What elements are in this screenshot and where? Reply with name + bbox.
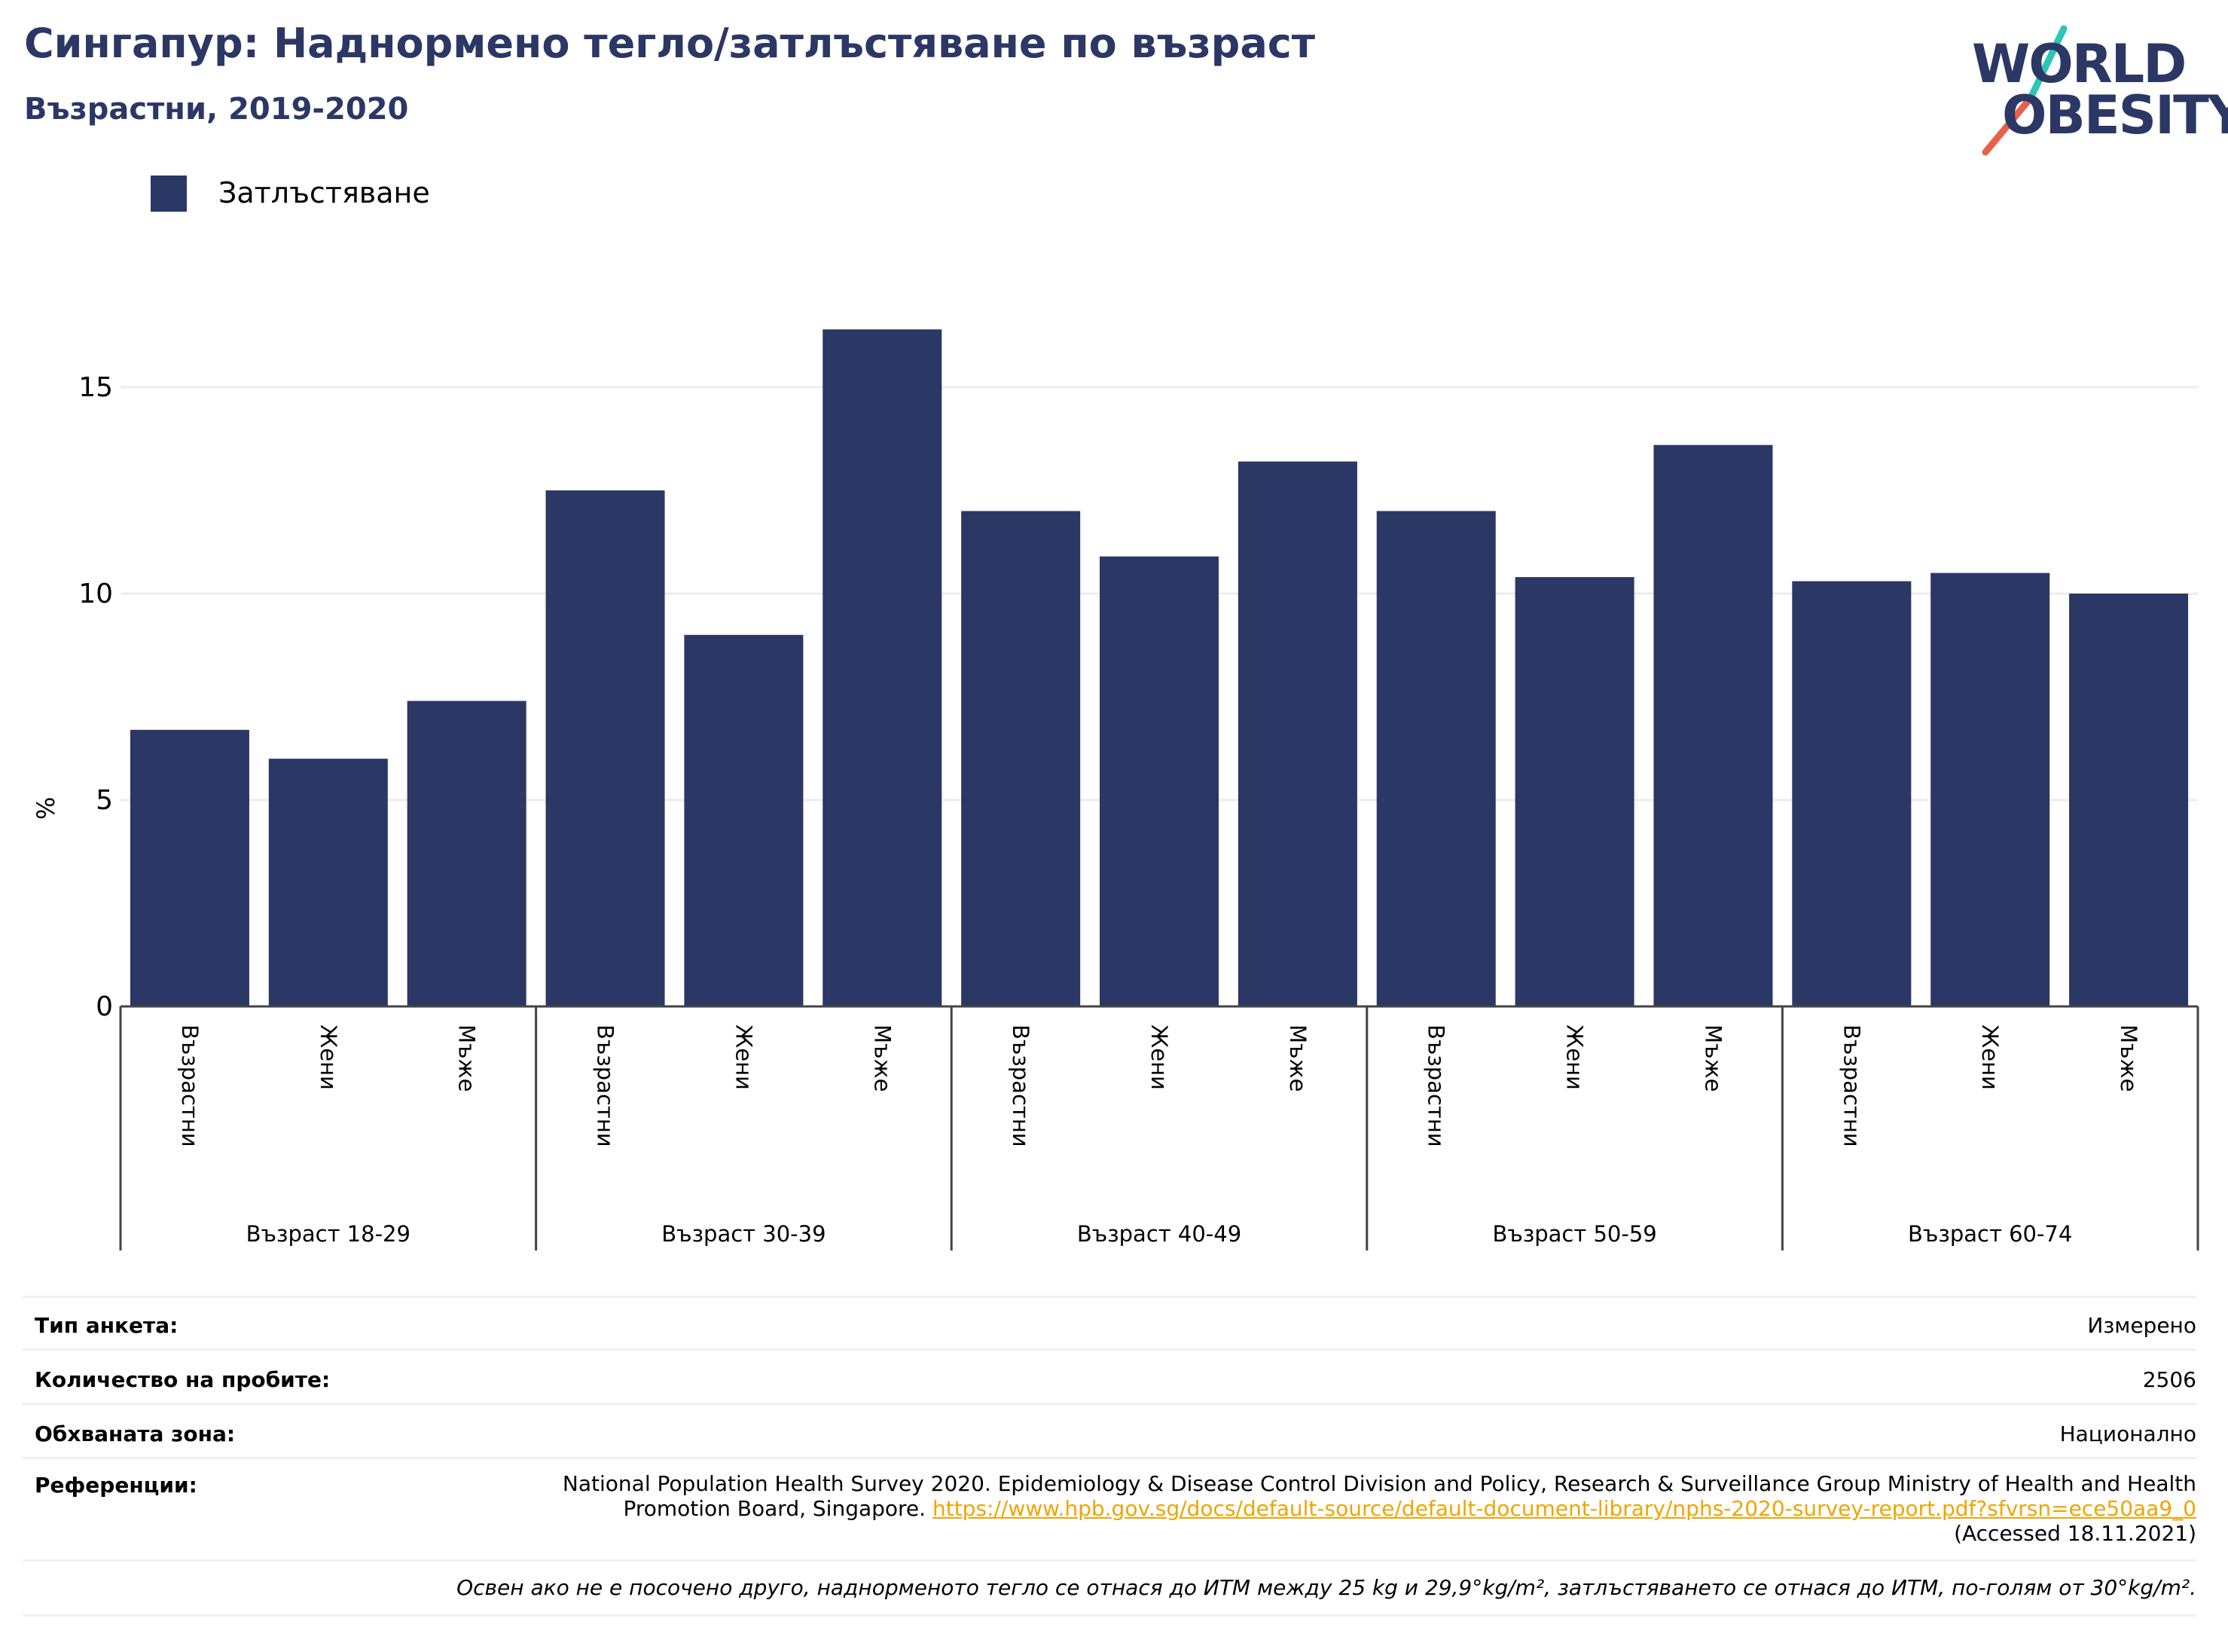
info-value: 2506 <box>2142 1367 2196 1392</box>
x-category-label: Жени <box>1977 1024 2003 1090</box>
bar <box>684 634 804 1006</box>
y-tick-label: 10 <box>78 579 113 609</box>
info-row-sample-size: Количество на пробите: 2506 <box>23 1348 2196 1403</box>
info-table: Тип анкета: Измерено Количество на проби… <box>23 1296 2196 1617</box>
x-category-label: Възрастни <box>1839 1024 1864 1147</box>
definition-note: Освен ако не е посочено друго, наднормен… <box>456 1575 2196 1600</box>
x-category-label: Възрастни <box>1008 1024 1033 1147</box>
bar <box>2069 594 2189 1006</box>
bar <box>545 490 665 1006</box>
bar <box>407 701 526 1006</box>
x-category-label: Жени <box>316 1024 341 1090</box>
bar <box>1930 573 2050 1006</box>
logo-text-world: WORLD <box>1972 33 2187 95</box>
info-key: Тип анкета: <box>35 1313 179 1338</box>
x-group-label: Възраст 60-74 <box>1908 1221 2072 1247</box>
logo-text-obesity: OBESITY <box>2002 84 2228 146</box>
x-category-label: Възрастни <box>593 1024 618 1147</box>
bar <box>823 329 942 1006</box>
legend-swatch <box>151 176 187 212</box>
reference-text: National Population Health Survey 2020. … <box>539 1471 2196 1546</box>
bar <box>1792 581 1912 1006</box>
x-category-label: Мъже <box>454 1024 480 1092</box>
info-key: Количество на пробите: <box>35 1367 331 1392</box>
x-category-label: Жени <box>1146 1024 1172 1090</box>
bar <box>1653 444 1773 1006</box>
x-group-label: Възраст 40-49 <box>1077 1221 1241 1247</box>
info-value: Измерено <box>2087 1313 2196 1338</box>
bar <box>1100 556 1219 1006</box>
chart-title: Сингапур: Наднормено тегло/затлъстяване … <box>24 20 1316 67</box>
chart-subtitle: Възрастни, 2019-2020 <box>24 92 409 127</box>
x-category-label: Жени <box>731 1024 756 1090</box>
bar <box>1376 511 1496 1006</box>
info-key: Обхваната зона: <box>35 1421 236 1446</box>
info-row-survey-type: Тип анкета: Измерено <box>23 1296 2196 1351</box>
info-row-note: Освен ако не е посочено друго, наднормен… <box>23 1559 2196 1617</box>
info-key: Референции: <box>35 1473 197 1498</box>
x-group-label: Възраст 30-39 <box>661 1221 826 1247</box>
x-category-label: Възрастни <box>177 1024 203 1147</box>
bar <box>961 511 1081 1006</box>
y-axis-label: % <box>32 797 60 820</box>
x-category-label: Мъже <box>869 1024 895 1092</box>
bar <box>1238 461 1357 1006</box>
y-tick-label: 15 <box>78 372 113 403</box>
logo-slash-icon <box>1982 25 2068 156</box>
info-row-references: Референции: National Population Health S… <box>23 1457 2196 1560</box>
x-category-label: Мъже <box>1700 1024 1726 1092</box>
legend-label: Затлъстяване <box>218 176 430 209</box>
y-tick-label: 5 <box>96 785 113 816</box>
bar-chart: 0 5 10 15% Възрастни Жени Мъже Възраст 18-29 Въз… <box>32 329 2199 1250</box>
reference-citation: National Population Health Survey 2020. … <box>562 1471 2196 1521</box>
x-category-label: Мъже <box>2116 1024 2141 1092</box>
x-group-label: Възраст 18-29 <box>246 1221 411 1247</box>
bar <box>268 759 388 1006</box>
info-row-coverage: Обхваната зона: Национално <box>23 1403 2196 1458</box>
y-tick-label: 0 <box>96 991 113 1022</box>
bar <box>130 729 249 1006</box>
info-value: Национално <box>2059 1421 2196 1446</box>
x-category-label: Възрастни <box>1424 1024 1449 1147</box>
reference-link[interactable]: https://www.hpb.gov.sg/docs/default-sour… <box>932 1496 2196 1521</box>
x-category-label: Жени <box>1562 1024 1588 1090</box>
reference-accessed: (Accessed 18.11.2021) <box>1954 1521 2196 1546</box>
x-group-label: Възраст 50-59 <box>1492 1221 1656 1247</box>
world-obesity-logo[interactable]: WORLD OBESITY <box>1958 23 2228 158</box>
x-category-label: Мъже <box>1285 1024 1311 1092</box>
bar <box>1515 577 1634 1006</box>
